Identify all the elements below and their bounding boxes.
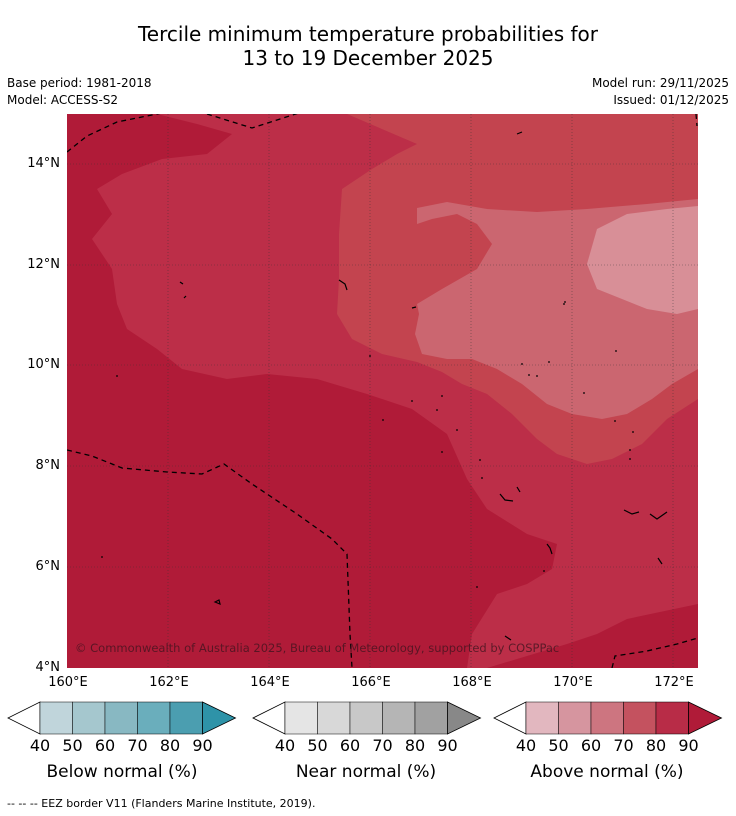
colorbars: [7, 701, 723, 735]
lat-tick-12: 12°N: [27, 257, 60, 272]
islands: [179, 131, 668, 641]
colorbar-tick-label: 70: [127, 736, 148, 755]
probability-map: [67, 114, 698, 668]
gridlines: [67, 114, 698, 668]
colorbar-segment: [104, 701, 138, 735]
copyright-text: © Commonwealth of Australia 2025, Bureau…: [75, 641, 560, 655]
colorbar-tick-label: 80: [404, 736, 426, 755]
colorbar-tick-label: 60: [339, 736, 361, 755]
colorbar-above-normal: [493, 701, 723, 735]
colorbar-segment: [623, 701, 657, 735]
colorbar-tick-label: 60: [94, 736, 116, 755]
lon-tick-166: 166°E: [351, 675, 391, 690]
colorbar-tick-label: 40: [29, 736, 51, 755]
colorbar-below-normal: [7, 701, 237, 735]
lat-tick-14: 14°N: [27, 156, 60, 171]
colorbar-segment: [414, 701, 448, 735]
colorbar-extend-low: [7, 701, 41, 735]
small-islets: [101, 301, 634, 588]
lon-tick-160: 160°E: [48, 675, 88, 690]
colorbar-segment: [590, 701, 624, 735]
lat-tick-10: 10°N: [27, 357, 60, 372]
colorbar-below-title: Below normal (%): [46, 762, 198, 782]
colorbar-segment: [72, 701, 106, 735]
colorbar-extend-low: [493, 701, 527, 735]
colorbar-segment: [655, 701, 689, 735]
colorbar-tick-label: 90: [678, 736, 699, 755]
contour-40-50: [587, 206, 698, 314]
lon-tick-168: 168°E: [452, 675, 492, 690]
colorbar-tick-label: 60: [580, 736, 602, 755]
colorbar-extend-low: [252, 701, 286, 735]
colorbar-tick-label: 40: [274, 736, 296, 755]
lat-tick-6: 6°N: [35, 559, 61, 574]
lon-tick-164: 164°E: [250, 675, 290, 690]
lon-tick-172: 172°E: [654, 675, 694, 690]
colorbar-tick-label: 50: [548, 736, 569, 755]
model-run: Model run: 29/11/2025: [591, 76, 729, 90]
colorbar-above-title: Above normal (%): [530, 762, 684, 782]
colorbar-segment: [169, 701, 203, 735]
colorbar-segment: [525, 701, 559, 735]
lat-tick-8: 8°N: [35, 458, 61, 473]
colorbar-tick-label: 70: [372, 736, 393, 755]
colorbar-segment: [317, 701, 351, 735]
lat-tick-4: 4°N: [35, 660, 61, 675]
eez-footnote: -- -- -- EEZ border V11 (Flanders Marine…: [7, 797, 316, 810]
colorbar-tick-label: 40: [515, 736, 537, 755]
colorbar-near-title: Near normal (%): [295, 762, 437, 782]
issued-date: Issued: 01/12/2025: [613, 93, 729, 107]
colorbar-tick-label: 90: [437, 736, 458, 755]
colorbar-segment: [349, 701, 383, 735]
base-period: Base period: 1981-2018: [7, 76, 152, 90]
colorbar-tick-label: 80: [159, 736, 181, 755]
colorbar-segment: [284, 701, 318, 735]
colorbar-tick-label: 90: [192, 736, 213, 755]
colorbar-tick-label: 50: [62, 736, 83, 755]
lon-tick-170: 170°E: [553, 675, 593, 690]
colorbar-segment: [558, 701, 592, 735]
colorbar-tick-label: 50: [307, 736, 328, 755]
eez-borders: [67, 114, 698, 668]
colorbar-extend-high: [688, 701, 723, 735]
colorbar-near-normal: [252, 701, 482, 735]
chart-title-line2: 13 to 19 December 2025: [242, 46, 494, 70]
lon-tick-162: 162°E: [149, 675, 189, 690]
chart-title-line1: Tercile minimum temperature probabilitie…: [137, 22, 599, 46]
colorbar-tick-label: 80: [645, 736, 667, 755]
colorbar-segment: [137, 701, 171, 735]
colorbar-extend-high: [202, 701, 237, 735]
model-name: Model: ACCESS-S2: [7, 93, 119, 107]
colorbar-extend-high: [447, 701, 482, 735]
colorbar-segment: [382, 701, 416, 735]
colorbar-tick-label: 70: [613, 736, 634, 755]
colorbar-segment: [39, 701, 73, 735]
